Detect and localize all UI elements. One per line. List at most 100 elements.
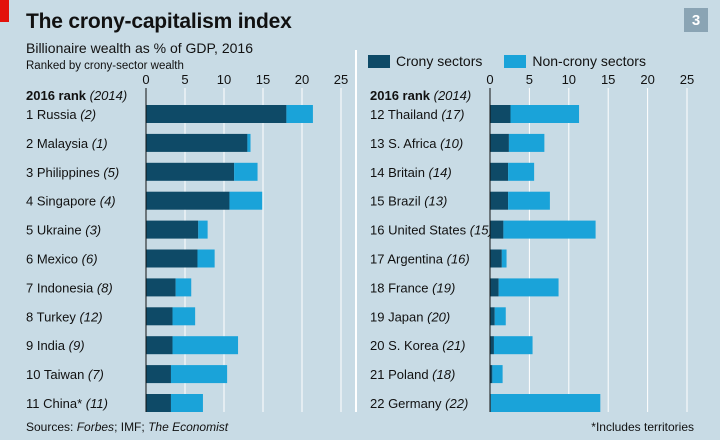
legend-item-crony: Crony sectors xyxy=(368,53,482,69)
prev-rank: (21) xyxy=(442,338,465,353)
bar-noncrony xyxy=(247,133,251,152)
category-label: 8 Turkey (12) xyxy=(26,309,103,324)
x-tick-label: 20 xyxy=(640,72,654,87)
prev-rank: (9) xyxy=(69,338,85,353)
legend-swatch-noncrony xyxy=(504,54,527,68)
bar-crony xyxy=(490,220,504,239)
bar-crony xyxy=(490,191,509,210)
prev-rank: (15) xyxy=(470,223,493,238)
bar-crony xyxy=(146,105,287,123)
category-label: 9 India (9) xyxy=(26,338,85,353)
bar-crony xyxy=(146,307,173,326)
chart-subtitle: Billionaire wealth as % of GDP, 2016 xyxy=(26,40,253,56)
bar-crony xyxy=(490,365,493,384)
bar-crony xyxy=(146,133,248,152)
bar-noncrony xyxy=(234,162,258,181)
bar-noncrony xyxy=(198,220,208,239)
bar-crony xyxy=(146,249,198,268)
prev-rank: (8) xyxy=(97,280,113,295)
prev-rank: (17) xyxy=(441,107,464,122)
category-label: 12 Thailand (17) xyxy=(370,107,464,122)
x-tick-label: 5 xyxy=(181,72,188,87)
x-tick-label: 0 xyxy=(142,72,149,87)
x-tick-label: 5 xyxy=(526,72,533,87)
bar-crony xyxy=(146,365,171,384)
bar-crony xyxy=(490,307,495,326)
bar-crony xyxy=(490,162,509,181)
category-label: 7 Indonesia (8) xyxy=(26,280,113,295)
prev-rank: (22) xyxy=(445,396,468,411)
category-label: 22 Germany (22) xyxy=(370,396,468,411)
x-tick-label: 10 xyxy=(562,72,576,87)
bar-noncrony xyxy=(490,394,601,412)
category-label: 1 Russia (2) xyxy=(26,107,96,122)
category-label: 17 Argentina (16) xyxy=(370,252,470,267)
bar-noncrony xyxy=(197,249,215,268)
category-label: 20 S. Korea (21) xyxy=(370,338,465,353)
legend-label-noncrony: Non-crony sectors xyxy=(532,53,646,69)
rank-header-prev: (2014) xyxy=(434,88,472,103)
bar-noncrony xyxy=(170,394,203,412)
prev-rank: (13) xyxy=(424,194,447,209)
bar-crony xyxy=(146,220,199,239)
prev-rank: (6) xyxy=(82,252,98,267)
prev-rank: (2) xyxy=(80,107,96,122)
prev-rank: (10) xyxy=(440,136,463,151)
x-tick-label: 15 xyxy=(256,72,270,87)
bar-noncrony xyxy=(493,336,533,355)
category-label: 2 Malaysia (1) xyxy=(26,136,108,151)
bar-crony xyxy=(146,336,173,355)
bar-noncrony xyxy=(498,278,559,297)
legend-swatch-crony xyxy=(368,54,390,68)
legend: Crony sectors Non-crony sectors xyxy=(368,53,668,69)
page-number-badge: 3 xyxy=(684,8,708,32)
bar-noncrony xyxy=(286,105,313,123)
bar-noncrony xyxy=(501,249,507,268)
x-tick-label: 25 xyxy=(334,72,348,87)
category-label: 15 Brazil (13) xyxy=(370,194,447,209)
prev-rank: (18) xyxy=(432,367,455,382)
category-label: 11 China* (11) xyxy=(26,396,108,411)
rank-header-prev: (2014) xyxy=(90,88,128,103)
prev-rank: (1) xyxy=(92,136,108,151)
bar-noncrony xyxy=(494,307,506,326)
bar-noncrony xyxy=(170,365,228,384)
x-tick-label: 20 xyxy=(295,72,309,87)
bar-crony xyxy=(490,133,509,152)
legend-item-noncrony: Non-crony sectors xyxy=(504,53,646,69)
bar-noncrony xyxy=(508,191,550,210)
brand-red-tag xyxy=(0,0,9,22)
category-label: 18 France (19) xyxy=(370,280,455,295)
prev-rank: (4) xyxy=(100,194,116,209)
bar-noncrony xyxy=(503,220,596,239)
chart-title: The crony-capitalism index xyxy=(26,10,292,33)
sources-note: Sources: Forbes; IMF; The Economist xyxy=(26,420,229,434)
bar-noncrony xyxy=(172,336,239,355)
prev-rank: (19) xyxy=(432,280,455,295)
bar-crony xyxy=(146,394,171,412)
category-label: 14 Britain (14) xyxy=(370,165,452,180)
bar-crony xyxy=(490,278,499,297)
category-label: 19 Japan (20) xyxy=(370,309,450,324)
prev-rank: (5) xyxy=(103,165,119,180)
bar-crony xyxy=(490,336,494,355)
prev-rank: (7) xyxy=(88,367,104,382)
footnote: *Includes territories xyxy=(591,420,694,434)
legend-label-crony: Crony sectors xyxy=(396,53,483,69)
bar-crony xyxy=(490,249,502,268)
bar-noncrony xyxy=(510,105,580,123)
category-label: 6 Mexico (6) xyxy=(26,252,98,267)
bar-noncrony xyxy=(229,191,263,210)
category-label: 13 S. Africa (10) xyxy=(370,136,463,151)
category-label: 4 Singapore (4) xyxy=(26,194,116,209)
bar-crony xyxy=(146,278,176,297)
bar-crony xyxy=(146,162,235,181)
prev-rank: (16) xyxy=(447,252,470,267)
chart-note: Ranked by crony-sector wealth xyxy=(26,60,184,72)
bar-noncrony xyxy=(492,365,503,384)
bar-noncrony xyxy=(508,133,545,152)
prev-rank: (3) xyxy=(85,223,101,238)
category-label: 5 Ukraine (3) xyxy=(26,223,101,238)
rank-header: 2016 rank (2014) xyxy=(370,88,471,103)
